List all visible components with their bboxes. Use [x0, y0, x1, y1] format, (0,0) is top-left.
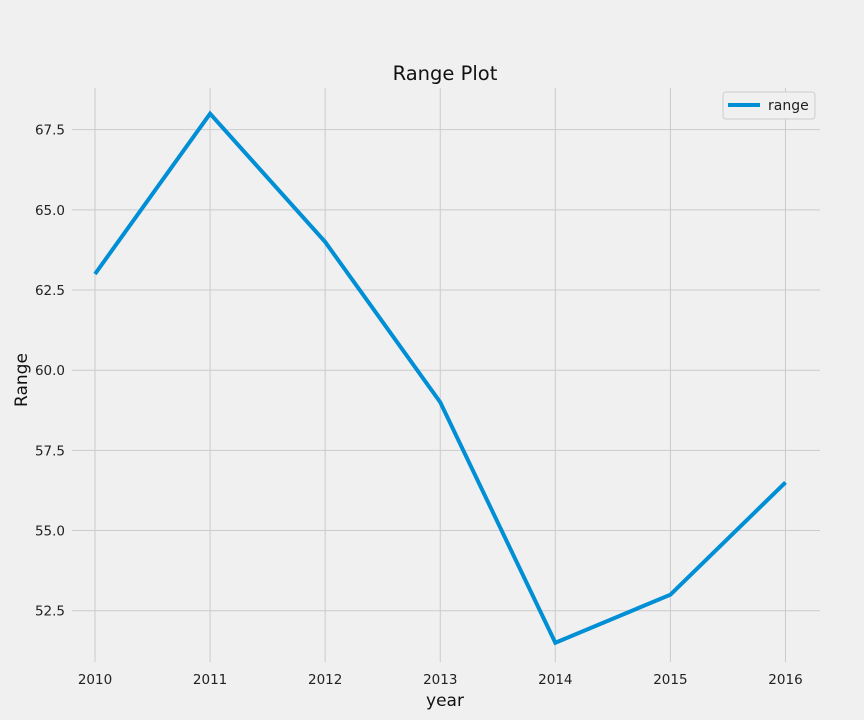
y-tick-labels: 52.5 55.0 57.5 60.0 62.5 65.0 67.5 [35, 123, 65, 620]
series-layer [93, 110, 787, 646]
x-tick-label: 2013 [423, 672, 457, 688]
x-tick-label: 2010 [78, 672, 112, 688]
x-tick-label: 2012 [308, 672, 342, 688]
legend-label-range: range [768, 98, 809, 114]
y-tick-label: 62.5 [35, 283, 65, 299]
chart-title: Range Plot [393, 62, 498, 85]
x-tick-label: 2015 [653, 672, 687, 688]
x-tick-label: 2011 [193, 672, 227, 688]
legend: range [722, 91, 816, 120]
y-tick-label: 55.0 [35, 524, 65, 540]
y-tick-label: 67.5 [35, 123, 65, 139]
x-tick-labels: 2010 2011 2012 2013 2014 2015 2016 [78, 672, 803, 688]
gridlines [72, 88, 820, 662]
y-axis-title: Range [12, 353, 32, 407]
x-axis-title: year [426, 691, 464, 711]
y-tick-label: 65.0 [35, 203, 65, 219]
y-tick-label: 57.5 [35, 443, 65, 459]
legend-box [722, 91, 816, 120]
x-tick-label: 2016 [768, 672, 802, 688]
y-tick-label: 52.5 [35, 604, 65, 620]
y-tick-label: 60.0 [35, 363, 65, 379]
x-tick-label: 2014 [538, 672, 572, 688]
